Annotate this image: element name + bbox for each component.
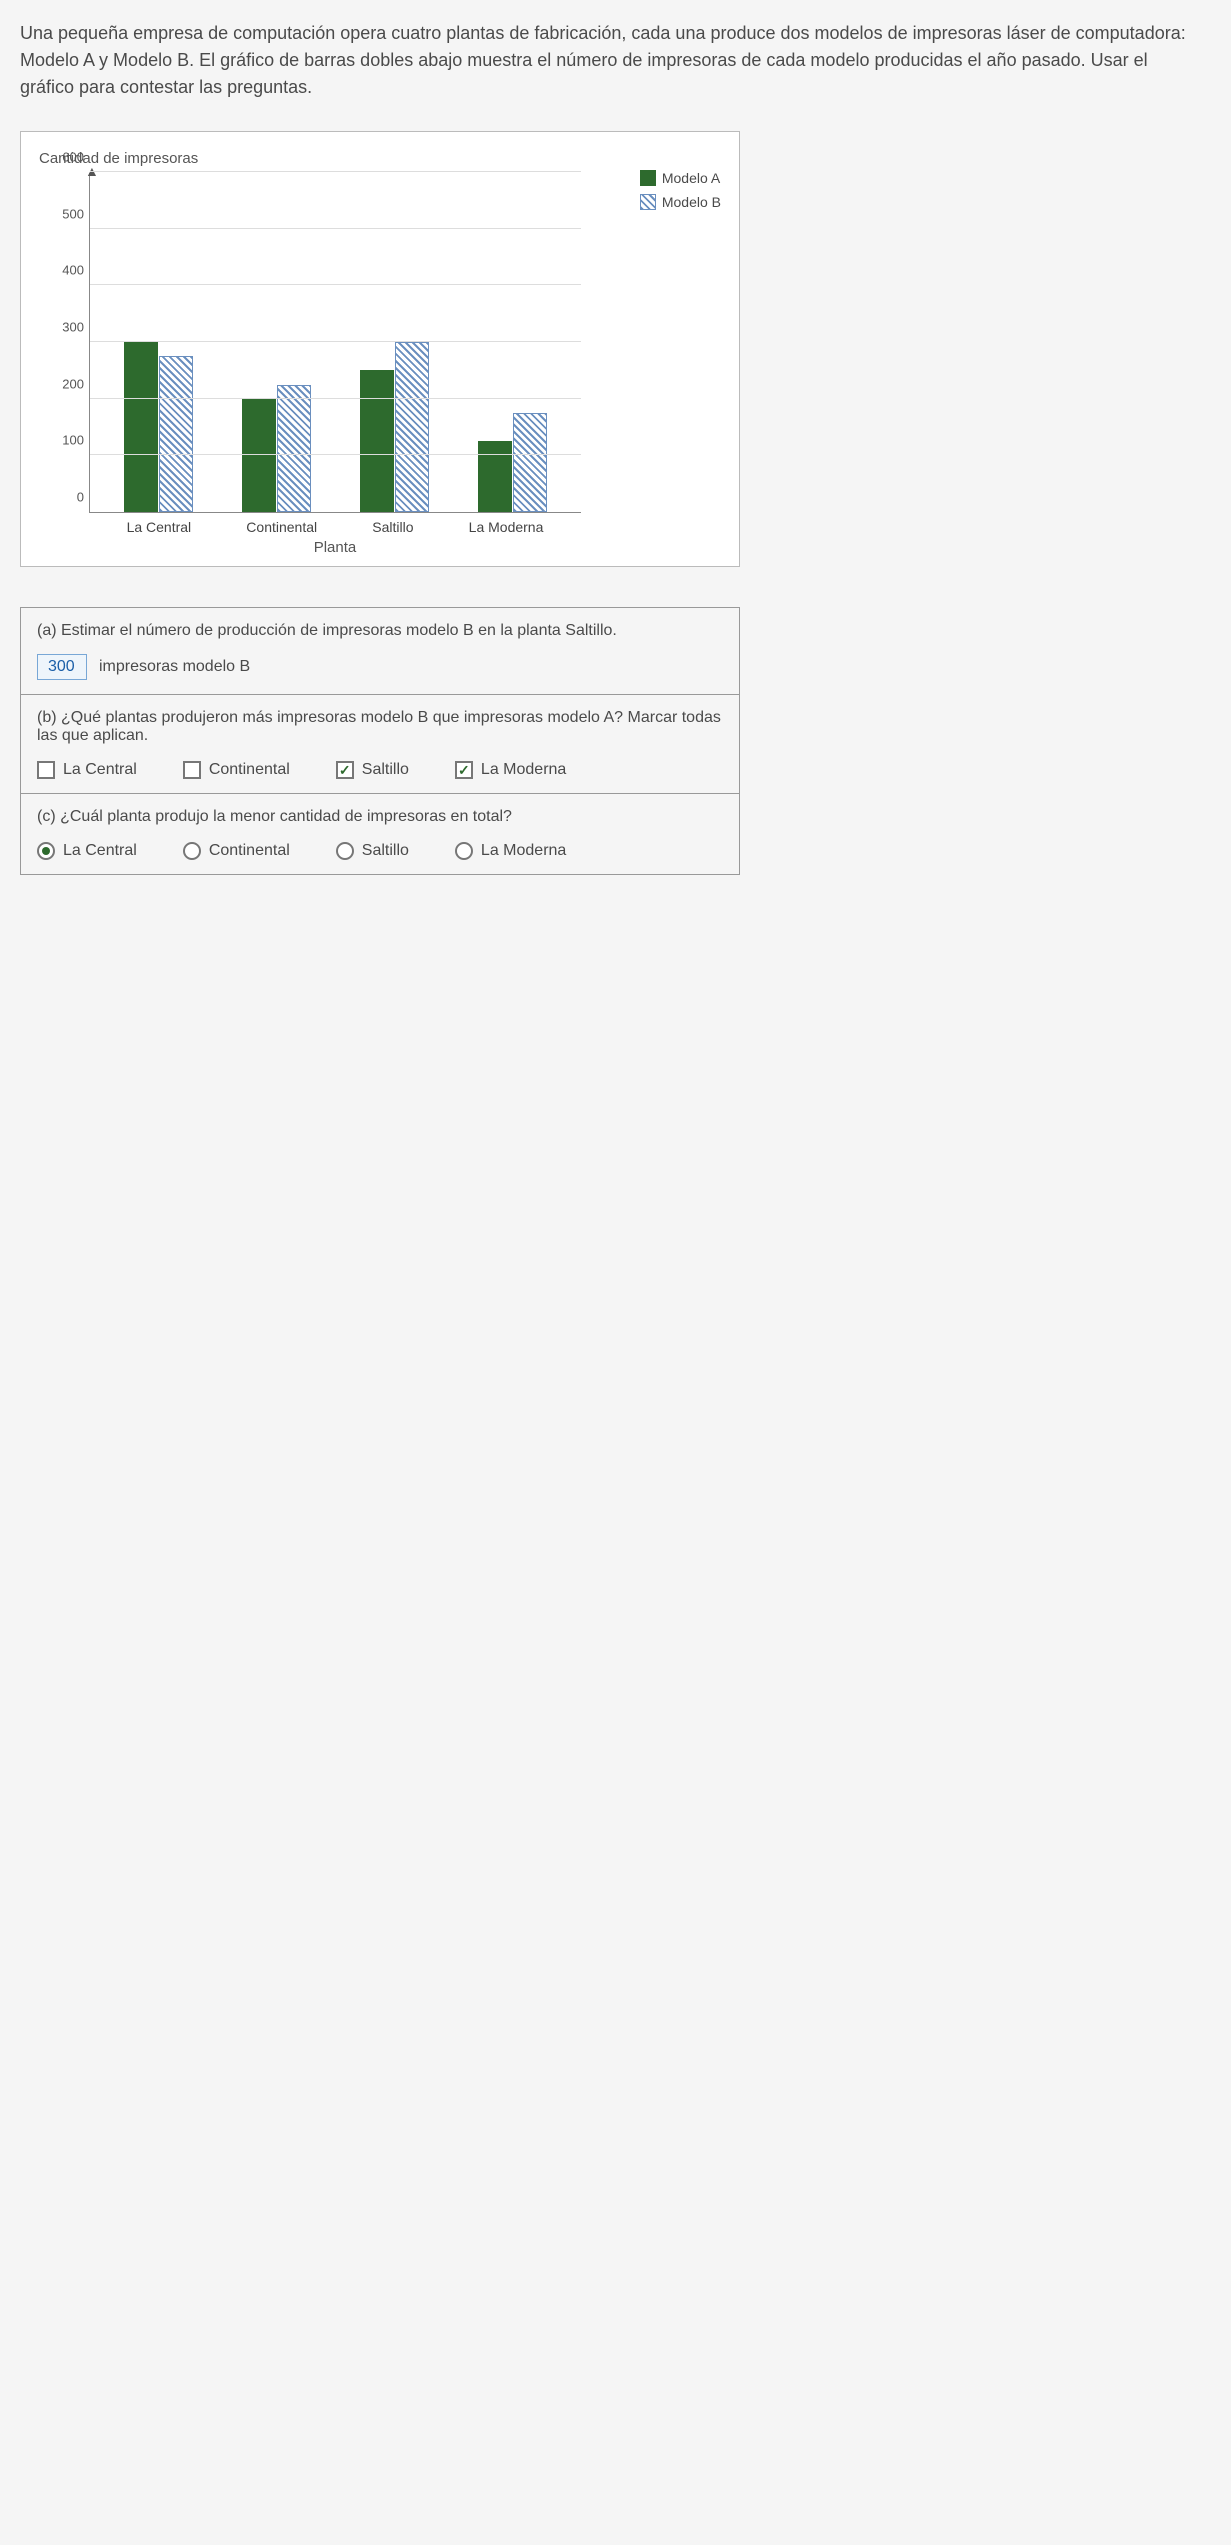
bar-modelo-b [513,413,547,512]
bar-modelo-a [124,342,158,512]
bar-group [242,385,311,513]
radio-option[interactable]: Saltillo [336,842,409,860]
xtick-label: La Central [127,519,192,535]
checkbox-label: Saltillo [362,761,409,779]
checkbox-option[interactable]: La Moderna [455,761,566,779]
gridline [90,228,581,229]
ytick-label: 100 [44,433,84,448]
gridline [90,398,581,399]
radio-icon[interactable] [183,842,201,860]
ytick-label: 600 [44,150,84,165]
chart-legend: Modelo A Modelo B [640,170,721,218]
xtick-label: Continental [246,519,317,535]
radio-icon[interactable] [336,842,354,860]
bar-modelo-a [360,370,394,512]
ytick-label: 300 [44,320,84,335]
gridline [90,454,581,455]
bar-modelo-b [159,356,193,512]
ytick-label: 200 [44,376,84,391]
legend-label: Modelo A [662,170,720,186]
xaxis-title: Planta [89,535,581,556]
question-a-prompt: (a) Estimar el número de producción de i… [37,622,723,640]
gridline [90,284,581,285]
radio-option[interactable]: La Central [37,842,137,860]
radio-label: Saltillo [362,842,409,860]
question-a: (a) Estimar el número de producción de i… [21,608,739,695]
question-b: (b) ¿Qué plantas produjeron más impresor… [21,695,739,794]
bar-chart-panel: Modelo A Modelo B Cantidad de impresoras… [20,131,740,567]
radio-icon[interactable] [37,842,55,860]
radio-label: La Central [63,842,137,860]
checkbox-label: La Central [63,761,137,779]
xtick-label: Saltillo [372,519,413,535]
radio-option[interactable]: La Moderna [455,842,566,860]
bar-group [360,342,429,512]
answer-a-suffix: impresoras modelo B [99,658,250,676]
question-c-prompt: (c) ¿Cuál planta produjo la menor cantid… [37,808,723,826]
questions-panel: (a) Estimar el número de producción de i… [20,607,740,875]
ytick-label: 500 [44,206,84,221]
bars-region [90,173,581,512]
legend-swatch-b [640,194,656,210]
chart-plot-area: ▲ 0100200300400500600 [89,173,581,513]
xtick-label: La Moderna [469,519,544,535]
xaxis-labels: La Central Continental Saltillo La Moderna [89,513,581,535]
checkbox-icon[interactable] [455,761,473,779]
answer-a-input[interactable]: 300 [37,654,87,680]
problem-statement: Una pequeña empresa de computación opera… [20,20,1200,101]
bar-modelo-b [277,385,311,513]
checkbox-icon[interactable] [37,761,55,779]
ytick-label: 400 [44,263,84,278]
legend-item-modelo-a: Modelo A [640,170,721,186]
yaxis-title: Cantidad de impresoras [39,150,721,167]
gridline [90,171,581,172]
bar-group [124,342,193,512]
checkbox-label: La Moderna [481,761,566,779]
legend-item-modelo-b: Modelo B [640,194,721,210]
ytick-label: 0 [44,490,84,505]
radio-label: La Moderna [481,842,566,860]
legend-label: Modelo B [662,194,721,210]
question-c: (c) ¿Cuál planta produjo la menor cantid… [21,794,739,874]
checkbox-label: Continental [209,761,290,779]
bar-group [478,413,547,512]
bar-modelo-a [478,441,512,512]
radio-label: Continental [209,842,290,860]
bar-modelo-b [395,342,429,512]
checkbox-option[interactable]: La Central [37,761,137,779]
radio-option[interactable]: Continental [183,842,290,860]
checkbox-icon[interactable] [183,761,201,779]
radio-icon[interactable] [455,842,473,860]
question-b-prompt: (b) ¿Qué plantas produjeron más impresor… [37,709,723,745]
legend-swatch-a [640,170,656,186]
checkbox-option[interactable]: Saltillo [336,761,409,779]
checkbox-option[interactable]: Continental [183,761,290,779]
gridline [90,341,581,342]
checkbox-icon[interactable] [336,761,354,779]
